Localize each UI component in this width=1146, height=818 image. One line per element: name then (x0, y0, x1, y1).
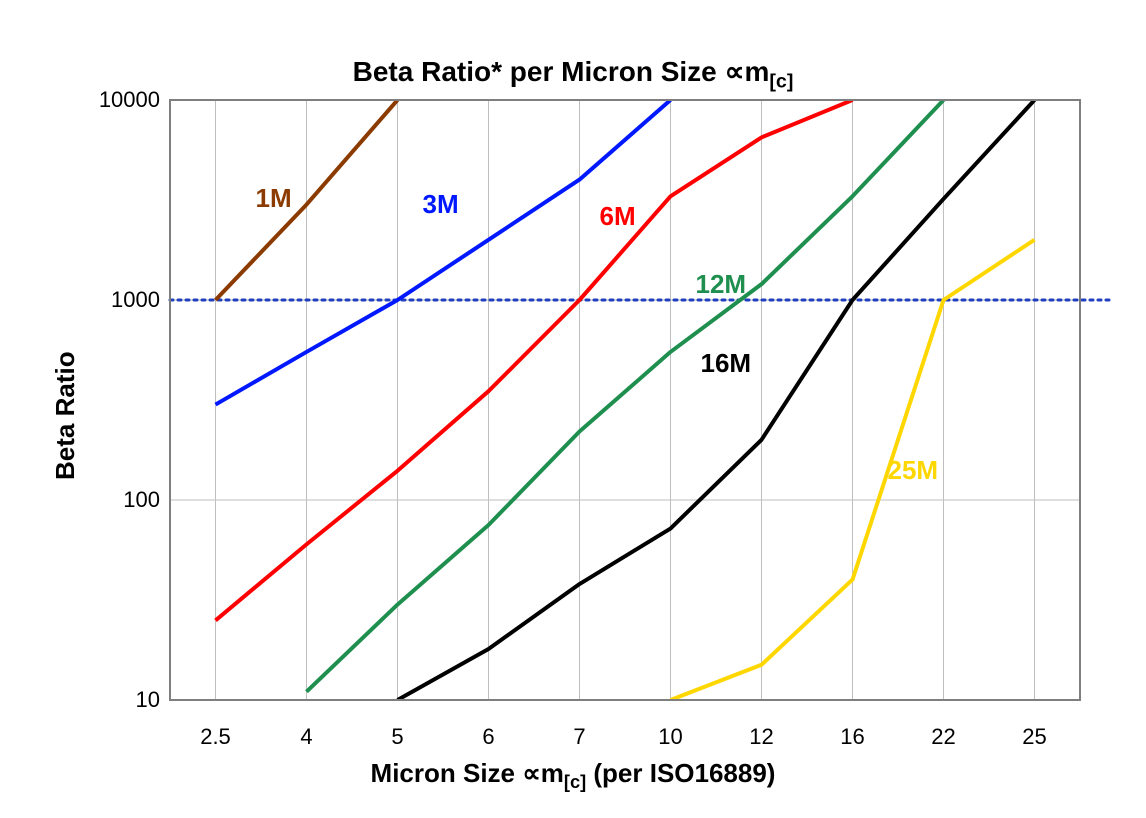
x-tick-label: 16 (823, 724, 883, 750)
x-tick-label: 22 (914, 724, 974, 750)
x-tick-label: 25 (1005, 724, 1065, 750)
x-tick-label: 10 (641, 724, 701, 750)
x-tick-label: 2.5 (186, 724, 246, 750)
series-label-3M: 3M (423, 189, 459, 220)
series-label-6M: 6M (600, 201, 636, 232)
x-tick-label: 6 (459, 724, 519, 750)
y-tick-label: 10 (80, 687, 160, 713)
y-tick-label: 1000 (80, 287, 160, 313)
series-label-12M: 12M (696, 269, 747, 300)
y-tick-label: 100 (80, 487, 160, 513)
series-label-1M: 1M (256, 183, 292, 214)
x-tick-label: 12 (732, 724, 792, 750)
chart-container: Beta Ratio* per Micron Size ∝m[c] Beta R… (0, 0, 1146, 818)
series-label-16M: 16M (701, 348, 752, 379)
y-tick-label: 10000 (80, 87, 160, 113)
x-tick-label: 4 (277, 724, 337, 750)
plot-area (0, 0, 1146, 818)
series-label-25M: 25M (888, 455, 939, 486)
x-tick-label: 7 (550, 724, 610, 750)
x-tick-label: 5 (368, 724, 428, 750)
